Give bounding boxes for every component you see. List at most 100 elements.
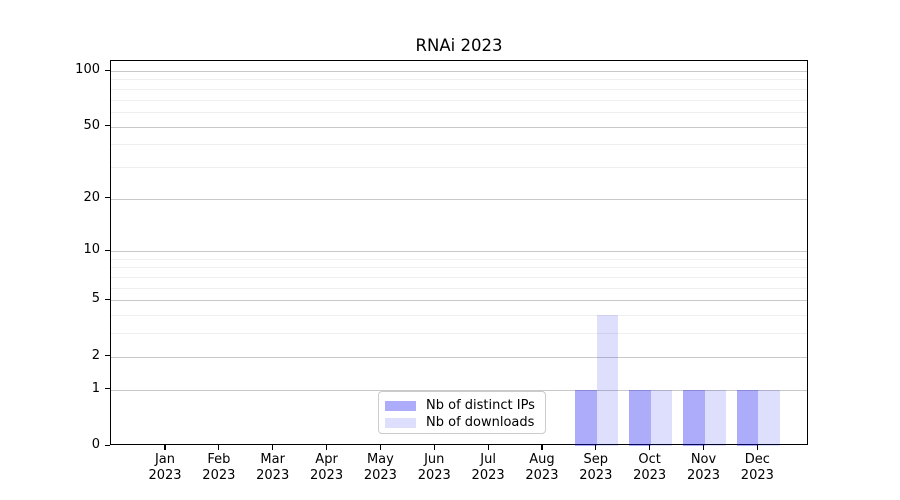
gridline-minor: [111, 144, 807, 146]
bar-distinct-ips: [575, 389, 597, 446]
gridline-major: [111, 251, 807, 253]
x-tick-year: 2023: [471, 468, 505, 483]
x-tick-year: 2023: [310, 468, 344, 483]
x-tick-year: 2023: [579, 468, 613, 483]
x-axis-tick: [218, 445, 220, 450]
x-tick-year: 2023: [525, 468, 559, 483]
x-axis-tick: [702, 445, 705, 450]
x-axis-tick: [595, 445, 597, 450]
x-axis-tick-label: Aug 2023: [502, 452, 582, 484]
x-tick-month: Jul: [480, 452, 496, 467]
x-tick-year: 2023: [633, 468, 667, 483]
x-tick-month: May: [366, 452, 394, 467]
x-axis-tick-label: Apr 2023: [287, 452, 367, 484]
x-axis-tick: [756, 445, 758, 450]
x-axis-tick: [164, 445, 166, 450]
y-axis-tick-label: 100: [75, 62, 100, 77]
legend-label-distinct-ips: Nb of distinct IPs: [426, 398, 535, 413]
gridline-minor: [111, 111, 807, 113]
gridline-minor: [111, 99, 807, 101]
y-axis-tick: [105, 125, 110, 127]
gridline-minor: [111, 315, 807, 317]
x-tick-month: Oct: [638, 452, 661, 467]
x-axis-tick: [541, 445, 543, 450]
gridline-minor: [111, 79, 807, 81]
gridline-major: [111, 126, 807, 128]
y-axis-tick: [105, 69, 110, 71]
x-axis-tick-label: Jul 2023: [448, 452, 528, 484]
bar-downloads: [704, 389, 726, 446]
x-axis-tick-label: May 2023: [340, 452, 420, 484]
x-axis-tick-label: Jun 2023: [394, 452, 474, 484]
y-axis-tick-label: 2: [91, 347, 100, 363]
x-axis-tick-label: Jan 2023: [125, 452, 205, 484]
gridline-minor: [111, 287, 807, 289]
x-tick-year: 2023: [686, 468, 721, 483]
y-axis-tick: [105, 197, 110, 199]
y-axis-tick-label: 50: [83, 117, 100, 133]
x-axis-tick: [272, 445, 274, 450]
y-axis-tick-label: 10: [83, 242, 100, 258]
x-axis-tick-label: Mar 2023: [233, 452, 313, 484]
x-axis-tick: [487, 445, 489, 450]
x-tick-month: Sep: [583, 452, 609, 467]
x-axis-tick: [325, 445, 328, 450]
gridline-major: [111, 356, 807, 358]
gridline-minor: [111, 333, 807, 335]
gridline-minor: [111, 166, 807, 168]
bar-downloads: [596, 315, 619, 446]
x-axis-tick-label: Dec 2023: [717, 452, 797, 484]
legend: Nb of distinct IPs Nb of downloads: [378, 391, 546, 434]
y-axis-tick-label: 1: [91, 380, 100, 396]
x-axis-tick-label: Nov 2023: [664, 452, 744, 484]
y-axis-tick: [105, 298, 110, 301]
x-axis-tick-label: Sep 2023: [556, 452, 636, 484]
y-axis-tick-label: 20: [83, 189, 100, 205]
bar-distinct-ips: [736, 389, 759, 446]
y-axis-tick: [105, 388, 110, 390]
legend-swatch-distinct-ips: [385, 400, 416, 411]
x-tick-month: Jun: [424, 452, 445, 467]
x-tick-year: 2023: [256, 468, 290, 483]
x-tick-year: 2023: [202, 468, 236, 483]
y-axis-tick: [105, 355, 110, 357]
bar-downloads: [650, 389, 673, 446]
y-axis-tick-label: 0: [91, 437, 100, 452]
gridline-major: [111, 300, 807, 302]
x-axis-tick-label: Feb 2023: [179, 452, 259, 484]
bar-distinct-ips: [683, 389, 705, 446]
legend-swatch-downloads: [385, 417, 416, 428]
gridline-minor: [111, 277, 807, 279]
bar-distinct-ips: [629, 389, 651, 446]
x-axis-tick-label: Oct 2023: [610, 452, 690, 484]
x-tick-month: Jan: [154, 452, 176, 467]
x-axis-tick: [379, 445, 381, 450]
x-tick-month: Feb: [207, 452, 231, 467]
x-tick-month: Nov: [690, 452, 717, 467]
legend-row-distinct-ips: Nb of distinct IPs: [385, 397, 539, 414]
y-axis-tick: [105, 249, 110, 251]
y-axis-tick: [105, 444, 110, 446]
y-axis-tick-label: 5: [91, 291, 100, 307]
x-tick-month: Dec: [744, 452, 770, 467]
x-axis-tick: [433, 445, 435, 450]
x-tick-month: Apr: [315, 452, 338, 467]
gridline-minor: [111, 88, 807, 90]
gridline-minor: [111, 258, 807, 260]
chart-title: RNAi 2023: [415, 36, 503, 55]
gridline-minor: [111, 267, 807, 269]
x-tick-year: 2023: [363, 468, 397, 483]
x-tick-month: Mar: [260, 452, 285, 467]
gridline-major: [111, 198, 807, 200]
plot-area: [110, 60, 808, 446]
x-tick-year: 2023: [740, 468, 774, 483]
x-tick-year: 2023: [417, 468, 451, 483]
gridline-major: [111, 389, 807, 391]
x-tick-month: Aug: [529, 452, 555, 467]
legend-row-downloads: Nb of downloads: [385, 414, 539, 431]
bar-downloads: [758, 389, 780, 446]
x-tick-year: 2023: [148, 468, 182, 483]
gridline-major: [111, 71, 807, 72]
x-axis-tick: [649, 445, 651, 450]
